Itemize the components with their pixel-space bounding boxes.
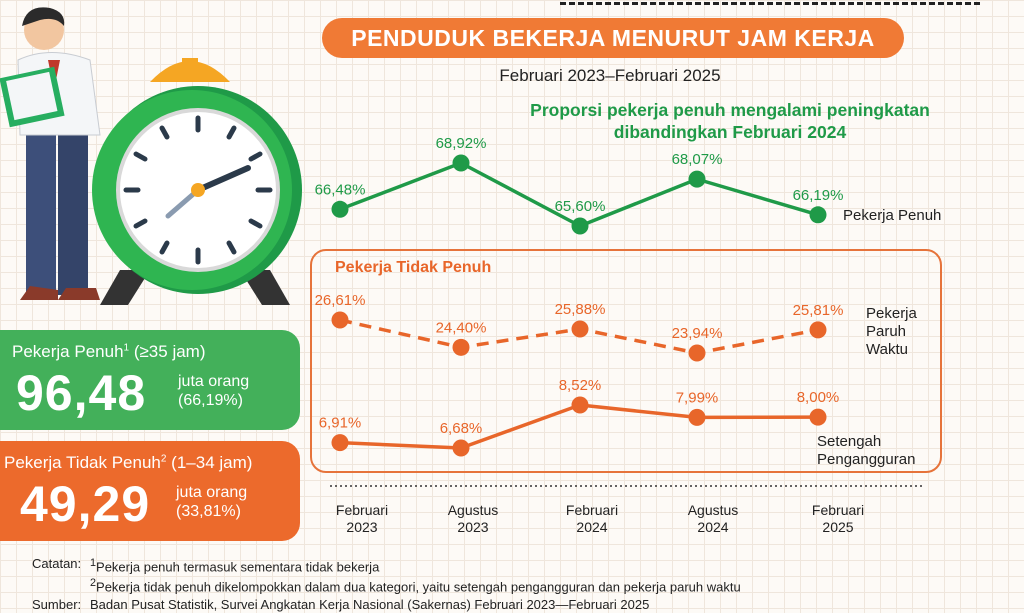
worker-clock-illustration	[0, 7, 302, 305]
headline-line-2: dibandingkan Februari 2024	[613, 122, 847, 142]
data-point	[809, 408, 827, 426]
data-point	[571, 320, 589, 338]
data-label: 68,07%	[672, 151, 723, 168]
headline: Proporsi pekerja penuh mengalami peningk…	[480, 99, 980, 143]
top-dashed-rule	[560, 2, 980, 5]
data-label: 8,52%	[559, 377, 602, 394]
note-2: 2Pekerja tidak penuh dikelompokkan dalam…	[90, 577, 741, 595]
data-point	[688, 170, 706, 188]
data-label: 6,68%	[440, 420, 483, 437]
sumber-key: Sumber:	[32, 596, 82, 612]
title-banner: PENDUDUK BEKERJA MENURUT JAM KERJA	[322, 18, 904, 58]
note-1: 1Pekerja penuh termasuk sementara tidak …	[90, 557, 380, 575]
data-point	[331, 434, 349, 452]
series-label: Pekerja Penuh	[843, 207, 941, 224]
stat-part-unit: juta orang (33,81%)	[176, 484, 248, 520]
part-time-panel	[310, 249, 942, 473]
stat-part-value: 49,29	[20, 476, 151, 532]
stat-card-full: Pekerja Penuh1 (≥35 jam) 96,48 juta oran…	[0, 330, 300, 430]
x-tick-label: Februari 2024	[566, 502, 618, 535]
data-label: 66,19%	[793, 187, 844, 204]
x-tick-label: Februari 2025	[812, 502, 864, 535]
x-tick-label: Agustus 2024	[688, 502, 739, 535]
x-tick-label: Februari 2023	[336, 502, 388, 535]
stat-part-label: Pekerja Tidak Penuh2 (1–34 jam)	[4, 453, 253, 472]
footnotes: Catatan: 1Pekerja penuh termasuk sementa…	[32, 555, 741, 613]
data-label: 24,40%	[436, 319, 487, 336]
worker-figure	[0, 7, 101, 300]
data-point	[688, 344, 706, 362]
data-label: 25,81%	[793, 302, 844, 319]
data-label: 7,99%	[676, 389, 719, 406]
page-title: PENDUDUK BEKERJA MENURUT JAM KERJA	[351, 24, 875, 51]
data-point	[452, 338, 470, 356]
page-subtitle: Februari 2023–Februari 2025	[499, 66, 721, 85]
data-point	[331, 311, 349, 329]
stat-full-unit: juta orang (66,19%)	[178, 373, 250, 409]
data-point	[571, 396, 589, 414]
part-time-panel-title: Pekerja Tidak Penuh	[335, 259, 492, 276]
x-tick-label: Agustus 2023	[448, 502, 499, 535]
data-point	[331, 200, 349, 218]
data-point	[688, 408, 706, 426]
data-label: 68,92%	[436, 135, 487, 152]
catatan-key: Catatan:	[32, 556, 82, 571]
data-label: 25,88%	[555, 301, 606, 318]
data-label: 66,48%	[315, 181, 366, 198]
stat-card-part: Pekerja Tidak Penuh2 (1–34 jam) 49,29 ju…	[0, 441, 300, 541]
headline-line-1: Proporsi pekerja penuh mengalami peningk…	[530, 100, 930, 120]
data-point	[452, 439, 470, 457]
data-label: 8,00%	[797, 389, 840, 406]
series-label: Setengah Pengangguran	[817, 433, 915, 468]
data-label: 23,94%	[672, 325, 723, 342]
data-point	[809, 321, 827, 339]
source-note: Badan Pusat Statistik, Survei Angkatan K…	[90, 596, 650, 612]
data-label: 6,91%	[319, 415, 362, 432]
data-point	[571, 217, 589, 235]
series-label: Pekerja Paruh Waktu	[866, 305, 918, 358]
series-line-1	[339, 161, 819, 228]
data-point	[452, 154, 470, 172]
data-label: 65,60%	[555, 198, 606, 215]
data-point	[809, 206, 827, 224]
stat-full-label: Pekerja Penuh1 (≥35 jam)	[12, 342, 206, 361]
stat-full-value: 96,48	[16, 365, 147, 421]
data-label: 26,61%	[315, 292, 366, 309]
alarm-clock-icon	[92, 58, 302, 305]
